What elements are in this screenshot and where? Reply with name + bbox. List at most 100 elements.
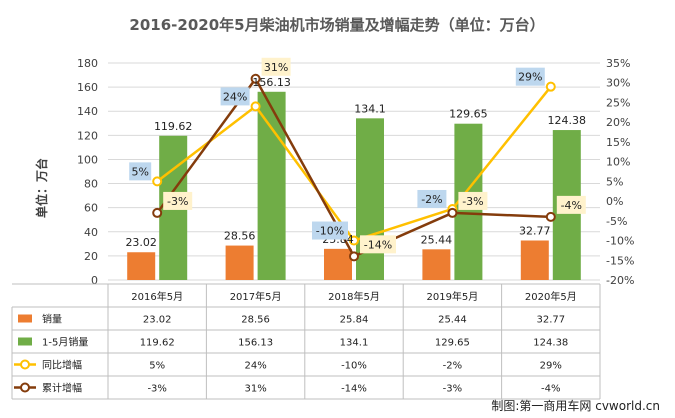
data-labels: 23.0228.5625.8425.4432.77119.62156.13134… — [125, 57, 586, 254]
line-value-box — [360, 235, 396, 254]
y2-tick-label: -10% — [606, 235, 634, 248]
table-cell: 25.84 — [340, 315, 369, 326]
table-cell: -4% — [541, 384, 560, 395]
table-cell: -3% — [443, 384, 462, 395]
table-cell: 28.56 — [241, 315, 270, 326]
y-tick-label: 40 — [84, 226, 98, 239]
table-cell: 25.44 — [438, 315, 467, 326]
table-cell: 31% — [244, 384, 266, 395]
line-value-label: 24% — [223, 90, 247, 103]
table-cell: 24% — [244, 361, 266, 372]
legend-label: 1-5月销量 — [42, 336, 88, 349]
bar-value-label: 119.62 — [154, 120, 193, 133]
line-value-label: 29% — [518, 71, 542, 84]
chart-title: 2016-2020年5月柴油机市场销量及增幅走势（单位：万台） — [129, 16, 544, 34]
line-value-box — [515, 67, 545, 86]
line-value-label: 31% — [264, 61, 288, 74]
line-point — [545, 81, 556, 92]
bar — [520, 240, 549, 280]
bar-value-label: 28.56 — [224, 230, 256, 243]
line-value-label: -3% — [167, 195, 188, 208]
table-cell: 134.1 — [340, 338, 369, 349]
line-point — [349, 251, 359, 262]
y-tick-label: 100 — [77, 153, 98, 166]
legend-swatch — [18, 337, 32, 346]
bar — [225, 245, 254, 280]
x-tick-label: 2017年5月 — [230, 290, 282, 303]
x-tick-label: 2018年5月 — [328, 290, 380, 303]
y-tick-label: 120 — [77, 129, 98, 142]
y-tick-label: 180 — [77, 57, 98, 70]
bar-value-label: 23.02 — [125, 236, 157, 249]
bar — [356, 118, 384, 281]
table-cell: -2% — [443, 361, 462, 372]
line-point — [152, 176, 163, 187]
line-value-box — [129, 162, 152, 181]
bar — [324, 248, 352, 280]
table-cell: -3% — [147, 384, 166, 395]
y-tick-label: 80 — [84, 178, 98, 191]
y2-tick-label: 25% — [606, 96, 630, 109]
line-point — [545, 211, 556, 222]
bar — [127, 252, 156, 280]
bar-value-label: 25.44 — [421, 233, 453, 246]
y-tick-label: 0 — [91, 274, 98, 287]
legend-marker — [20, 359, 30, 370]
table-cell: 5% — [149, 361, 165, 372]
legend-marker — [20, 382, 30, 393]
y-tick-label: 60 — [84, 202, 98, 215]
line-value-label: -4% — [561, 199, 582, 212]
bar-value-label: 32.77 — [519, 224, 551, 237]
table-cell: 129.65 — [435, 338, 470, 349]
y2-tick-label: 35% — [606, 57, 630, 70]
table-cell: 32.77 — [536, 315, 565, 326]
legend-label: 累计增幅 — [42, 382, 82, 395]
y-tick-label: 140 — [77, 105, 98, 118]
line-value-label: -3% — [462, 195, 483, 208]
lines — [152, 73, 556, 262]
y2-tick-label: 20% — [606, 116, 630, 129]
bar — [257, 91, 286, 280]
x-tick-label: 2019年5月 — [426, 290, 478, 303]
credit-text: 制图:第一商用车网 cvworld.cn — [491, 398, 660, 413]
table-cell: 29% — [540, 361, 562, 372]
y2-tick-label: 30% — [606, 77, 630, 90]
line-value-label: -14% — [364, 238, 392, 251]
line-value-label: -10% — [316, 225, 344, 238]
legend-label: 同比增幅 — [42, 359, 82, 372]
line-point — [250, 101, 261, 112]
line-value-box — [417, 189, 447, 208]
y2-tick-label: -5% — [606, 215, 627, 228]
x-tick-label: 2020年5月 — [525, 290, 577, 303]
table-cell: 119.62 — [140, 338, 175, 349]
y2-tick-label: 10% — [606, 156, 630, 169]
y-tick-label: 20 — [84, 250, 98, 263]
y2-tick-label: 0% — [606, 195, 623, 208]
line-point — [447, 207, 458, 218]
bar — [422, 249, 451, 280]
table-cell: -10% — [341, 361, 367, 372]
line-point — [349, 235, 359, 246]
line-value-box — [312, 221, 348, 240]
x-tick-label: 2016年5月 — [131, 290, 183, 303]
legend-label: 销量 — [42, 313, 62, 326]
y-tick-label: 160 — [77, 81, 98, 94]
line-value-label: 5% — [131, 165, 148, 178]
y2-tick-label: -20% — [606, 274, 634, 287]
line-value-label: -2% — [421, 193, 442, 206]
line-point — [250, 73, 261, 84]
y2-tick-label: -15% — [606, 254, 634, 267]
bar-value-label: 129.65 — [449, 108, 488, 121]
y-axis-label: 单位：万台 — [34, 158, 49, 218]
bar-value-label: 156.13 — [252, 76, 291, 89]
line-value-box — [458, 191, 488, 210]
y-axis-right: -20% -15% -10% -5% 0% 5% 10% 15% 20% 25% 30% 35% — [606, 57, 634, 287]
table-cell: -14% — [341, 384, 367, 395]
line-value-box — [556, 195, 586, 214]
line-value-box — [220, 87, 250, 106]
table-cell: 124.38 — [533, 338, 568, 349]
y2-tick-label: 15% — [606, 136, 630, 149]
line-value-box — [261, 57, 291, 76]
